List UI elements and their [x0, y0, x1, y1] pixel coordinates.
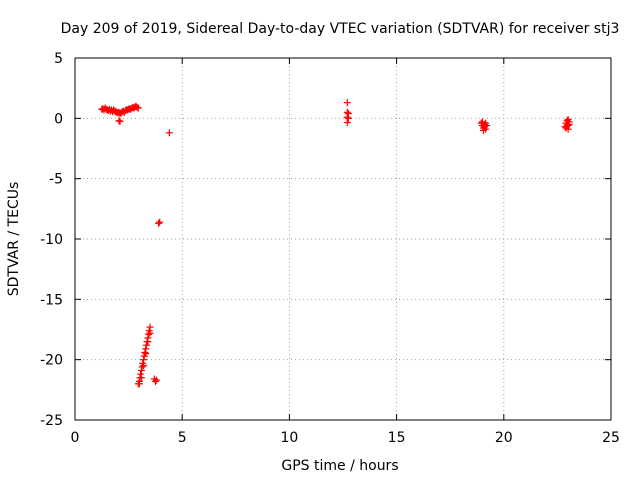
y-tick-label: -20 — [40, 353, 63, 369]
data-point — [115, 117, 123, 125]
y-tick-label: 5 — [54, 51, 63, 67]
data-points — [98, 99, 573, 388]
data-point — [137, 367, 145, 375]
data-point — [151, 377, 159, 385]
data-point — [479, 126, 487, 134]
data-point — [135, 380, 143, 388]
y-tick-label: -25 — [40, 413, 63, 429]
data-point — [152, 376, 160, 384]
data-point — [344, 114, 352, 122]
data-point — [144, 338, 152, 346]
data-point — [482, 119, 490, 127]
data-point — [134, 104, 142, 112]
data-point — [142, 350, 150, 358]
data-point — [146, 329, 154, 337]
y-tick-label: 0 — [54, 111, 63, 127]
x-tick-label: 5 — [178, 430, 187, 446]
data-point — [140, 362, 148, 370]
x-tick-label: 0 — [71, 430, 80, 446]
y-tick-label: -10 — [40, 232, 63, 248]
data-point — [146, 323, 154, 331]
data-point — [343, 119, 351, 127]
data-point — [564, 125, 572, 133]
x-tick-label: 20 — [495, 430, 513, 446]
data-point — [137, 374, 145, 382]
y-tick-label: -5 — [49, 172, 63, 188]
data-point — [155, 219, 163, 227]
x-tick-label: 15 — [388, 430, 406, 446]
data-point — [343, 99, 351, 107]
y-axis-title: SDTVAR / TECUs — [6, 182, 22, 297]
data-point — [116, 117, 124, 125]
data-point — [156, 218, 164, 226]
data-point — [141, 348, 149, 356]
data-point — [564, 116, 572, 124]
data-point — [138, 363, 146, 371]
x-tick-label: 25 — [602, 430, 620, 446]
data-point — [563, 122, 571, 130]
data-point — [145, 330, 153, 338]
x-axis-title: GPS time / hours — [281, 458, 398, 474]
x-tick-label: 10 — [280, 430, 298, 446]
axis-ticks: 0 5 10 15 20 25 5 0 -5 -10 -15 -20 -25 — [40, 51, 620, 446]
data-point — [478, 118, 486, 126]
chart-title: Day 209 of 2019, Sidereal Day-to-day VTE… — [61, 21, 620, 37]
data-point — [165, 129, 173, 137]
data-point — [133, 103, 141, 111]
data-point — [137, 370, 145, 378]
grid — [75, 58, 611, 420]
data-point — [142, 341, 150, 349]
data-point — [140, 356, 148, 364]
y-tick-label: -15 — [40, 292, 63, 308]
